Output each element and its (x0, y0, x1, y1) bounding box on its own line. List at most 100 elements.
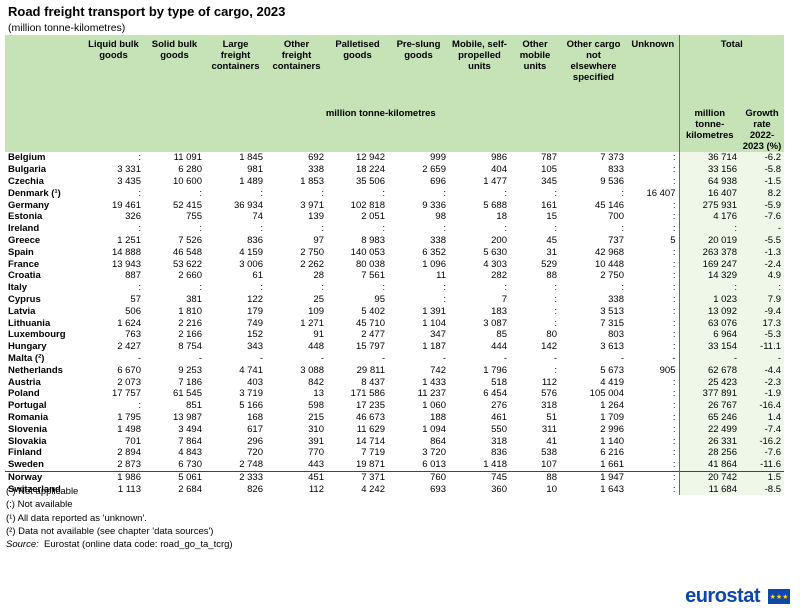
country-name: Latvia (8, 305, 36, 317)
value-cell: 6 352 (422, 246, 446, 258)
growth-cell: -7.4 (740, 423, 784, 436)
country-name: Hungary (8, 341, 47, 353)
value-cell: 1 251 (117, 234, 141, 246)
value-cell: : (382, 282, 385, 294)
value-cell: 518 (491, 376, 507, 388)
value-cell: 25 (313, 293, 324, 305)
total-cell: 11 684 (678, 483, 740, 496)
growth-cell: -8.5 (740, 483, 784, 496)
value-cell: 112 (541, 376, 557, 388)
value-cell: 1 140 (600, 435, 624, 447)
corner-cell (5, 35, 83, 152)
total-cell: 4 176 (678, 210, 740, 223)
growth-cell: 1.5 (740, 470, 784, 484)
total-cell: : (678, 222, 740, 235)
table-row: Germany 19 461 52 415 36 934 3 971 102 818 9 3… (5, 199, 784, 211)
value-cell: - (259, 352, 263, 364)
col-header: Other freight containers (266, 35, 327, 108)
col-header: Pre-slung goods (388, 35, 449, 108)
value-cell: 51 (546, 411, 557, 423)
country-name: Ireland (8, 223, 40, 235)
value-cell: 11 091 (173, 152, 202, 164)
value-cell: 4 741 (239, 364, 263, 376)
value-cell: 171 586 (350, 388, 385, 400)
value-cell: 10 448 (594, 258, 624, 270)
total-cell: 20 019 (678, 234, 740, 247)
note: (:) Not available (6, 499, 73, 511)
value-cell: 88 (510, 470, 560, 484)
value-cell: : (672, 400, 676, 412)
country-name: Romania (8, 411, 49, 423)
value-cell: 35 506 (355, 175, 385, 187)
value-cell: : (672, 341, 676, 353)
value-cell: : (672, 293, 676, 305)
value-cell: 1 643 (600, 483, 624, 495)
value-cell: 282 (491, 270, 507, 282)
value-cell: 2 873 (117, 459, 141, 471)
value-cell: 981 (247, 164, 263, 176)
value-cell: 1 709 (600, 411, 624, 423)
total-cell: - (678, 352, 740, 365)
total-sub-header: million tonne-kilometres (678, 108, 740, 152)
total-cell: 16 407 (678, 187, 740, 200)
value-cell: 851 (186, 400, 202, 412)
value-cell: 3 719 (239, 388, 263, 400)
value-cell: 109 (308, 305, 324, 317)
value-cell: : (321, 187, 324, 199)
value-cell: 9 536 (600, 175, 624, 187)
value-cell: 105 004 (589, 388, 624, 400)
value-cell: 31 (546, 246, 557, 258)
value-cell: 836 (247, 234, 263, 246)
value-cell: : (627, 470, 679, 484)
value-cell: 80 (546, 329, 557, 341)
value-cell: 3 720 (422, 447, 446, 459)
value-cell: 5 166 (239, 400, 263, 412)
total-cell: 26 331 (678, 435, 740, 447)
country-name: Slovakia (8, 435, 47, 447)
notes: (-) Not applicable (:) Not available (¹)… (6, 485, 233, 551)
total-cell: 14 329 (678, 269, 740, 282)
value-cell: 105 (541, 164, 557, 176)
value-cell: 5 402 (361, 305, 385, 317)
value-cell: 310 (308, 423, 324, 435)
table-row: Cyprus 57 381 122 25 95:7:338:1 023 7.9 (5, 293, 784, 306)
value-cell: 345 (541, 175, 557, 187)
table-row: Ireland::::::::::: - (5, 222, 784, 235)
value-cell: 7 (501, 293, 507, 305)
value-cell: 296 (247, 435, 263, 447)
value-cell: 391 (308, 435, 324, 447)
value-cell: : (504, 223, 507, 235)
total-cell: 33 156 (678, 163, 740, 176)
value-cell: 999 (430, 152, 446, 164)
value-cell: 13 943 (111, 258, 141, 270)
value-cell: 3 513 (600, 305, 624, 317)
value-cell: - (672, 352, 676, 364)
value-cell: : (443, 282, 446, 294)
table-row: Slovakia 701 7 864 296 391 14 714 864 318 41 1 14… (5, 435, 784, 447)
value-cell: 36 934 (233, 199, 263, 211)
value-cell: 461 (491, 411, 507, 423)
total-cell: 22 499 (678, 423, 740, 436)
country-name: Lithuania (8, 317, 51, 329)
value-cell: 53 622 (172, 258, 202, 270)
growth-cell: 4.9 (740, 269, 784, 282)
value-cell: : (672, 258, 676, 270)
value-cell: 122 (247, 293, 263, 305)
growth-cell: -16.4 (740, 399, 784, 412)
value-cell: : (443, 293, 446, 305)
country-name: Greece (8, 234, 41, 246)
value-cell: : (382, 187, 385, 199)
value-cell: 506 (125, 305, 141, 317)
value-cell: 1 489 (239, 175, 263, 187)
table-row: Norway 1 986 5 061 2 333 451 7 371 760 745 88 1 9… (5, 470, 784, 484)
value-cell: 311 (541, 423, 557, 435)
value-cell: 343 (247, 341, 263, 353)
value-cell: 2 684 (178, 483, 202, 495)
value-cell: : (443, 187, 446, 199)
col-header: Solid bulk goods (144, 35, 205, 108)
value-cell: : (260, 223, 263, 235)
value-cell: 140 053 (350, 246, 385, 258)
value-cell: : (672, 175, 676, 187)
value-cell: 338 (608, 293, 624, 305)
value-cell: : (672, 270, 676, 282)
